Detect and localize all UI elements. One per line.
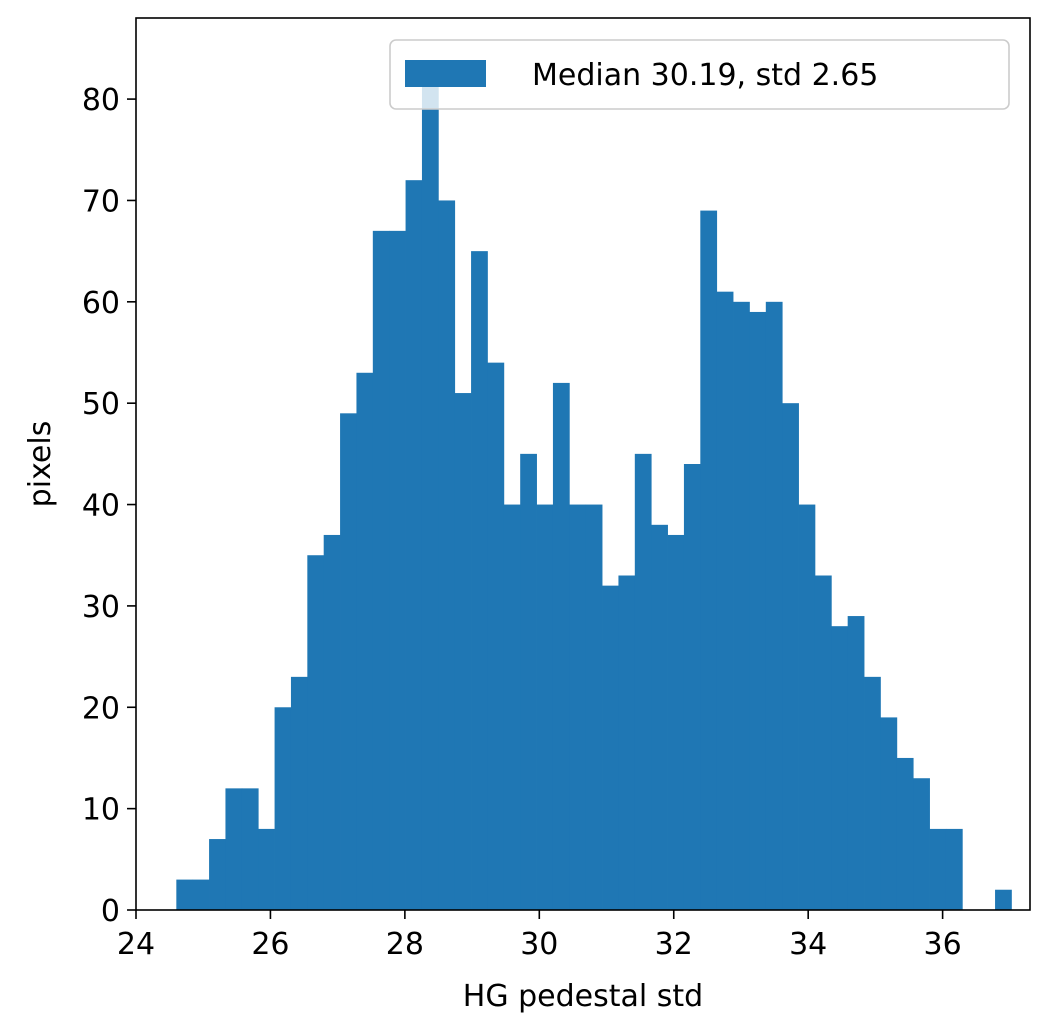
histogram-bar xyxy=(290,676,308,910)
histogram-bar xyxy=(765,301,783,910)
histogram-bar xyxy=(798,504,816,910)
histogram-bar xyxy=(323,534,341,910)
histogram-bar xyxy=(880,717,898,910)
histogram-bar xyxy=(831,626,849,910)
histogram-bar xyxy=(667,534,685,910)
histogram-bar xyxy=(438,200,456,910)
histogram-bar xyxy=(421,78,439,910)
histogram-bar xyxy=(749,311,767,910)
x-tick-label: 34 xyxy=(789,927,827,962)
histogram-bar xyxy=(700,210,718,911)
histogram-bar xyxy=(176,879,194,910)
histogram-bar xyxy=(782,403,799,910)
histogram-bar xyxy=(733,301,750,910)
histogram-bar xyxy=(307,555,325,910)
histogram-bar xyxy=(405,180,423,910)
y-tick-label: 20 xyxy=(82,691,120,726)
histogram-bar xyxy=(814,575,832,910)
axes xyxy=(135,17,1031,911)
histogram-bar xyxy=(356,372,374,910)
x-tick-label: 26 xyxy=(251,927,289,962)
histogram-bar xyxy=(651,524,668,910)
legend: Median 30.19, std 2.65 xyxy=(389,39,1010,110)
histogram-bar xyxy=(683,464,701,910)
histogram-bar xyxy=(503,504,521,910)
histogram-bar xyxy=(945,828,963,910)
x-tick-label: 36 xyxy=(924,927,962,962)
histogram-bar xyxy=(929,828,947,910)
histogram-bar xyxy=(389,230,406,911)
y-tick-label: 30 xyxy=(82,590,120,625)
histogram-bar xyxy=(340,413,357,910)
x-tick-label: 28 xyxy=(386,927,424,962)
y-tick-label: 50 xyxy=(82,387,120,422)
x-tick-label: 30 xyxy=(520,927,558,962)
y-tick-label: 60 xyxy=(82,286,120,321)
x-tick-label: 32 xyxy=(655,927,693,962)
histogram-bar xyxy=(241,788,259,910)
histogram-bar xyxy=(372,230,390,911)
histogram-bar xyxy=(520,453,537,910)
histogram-bar xyxy=(896,757,914,910)
histogram-bar xyxy=(225,788,243,910)
y-tick-label: 0 xyxy=(101,894,120,929)
legend-swatch xyxy=(405,60,486,87)
histogram-bar xyxy=(192,879,210,910)
histogram-bar xyxy=(995,889,1012,910)
histogram-bar xyxy=(454,393,472,910)
histogram-bar xyxy=(258,828,275,910)
histogram-bar xyxy=(536,504,554,910)
y-axis-label: pixels xyxy=(23,421,58,508)
histogram-bar xyxy=(602,585,619,910)
histogram-bar xyxy=(634,453,652,910)
x-tick-label: 24 xyxy=(117,927,155,962)
histogram-bar xyxy=(847,616,865,910)
x-axis-label: HG pedestal std xyxy=(463,979,703,1014)
y-tick-label: 10 xyxy=(82,793,120,828)
histogram-bar xyxy=(487,362,505,910)
y-tick-label: 40 xyxy=(82,489,120,524)
histogram-bar xyxy=(274,707,292,910)
histogram-bar xyxy=(864,676,881,910)
legend-box xyxy=(389,39,1010,110)
plot-frame xyxy=(135,17,1031,911)
histogram-bar xyxy=(716,291,734,910)
y-axis-ticks: 0 10 20 30 40 50 60 70 80 xyxy=(82,83,136,929)
histogram-bar xyxy=(569,504,587,910)
histogram-bars xyxy=(176,78,1012,911)
histogram-bar xyxy=(618,575,636,910)
histogram-bar xyxy=(552,382,570,910)
y-tick-label: 80 xyxy=(82,83,120,118)
y-tick-label: 70 xyxy=(82,184,120,219)
histogram-bar xyxy=(471,251,488,910)
x-axis-ticks: 24 26 28 30 32 34 36 xyxy=(117,910,962,962)
histogram-bar xyxy=(913,778,930,910)
histogram-bar xyxy=(585,504,603,910)
legend-label: Median 30.19, std 2.65 xyxy=(532,58,878,93)
histogram-bar xyxy=(209,839,226,910)
